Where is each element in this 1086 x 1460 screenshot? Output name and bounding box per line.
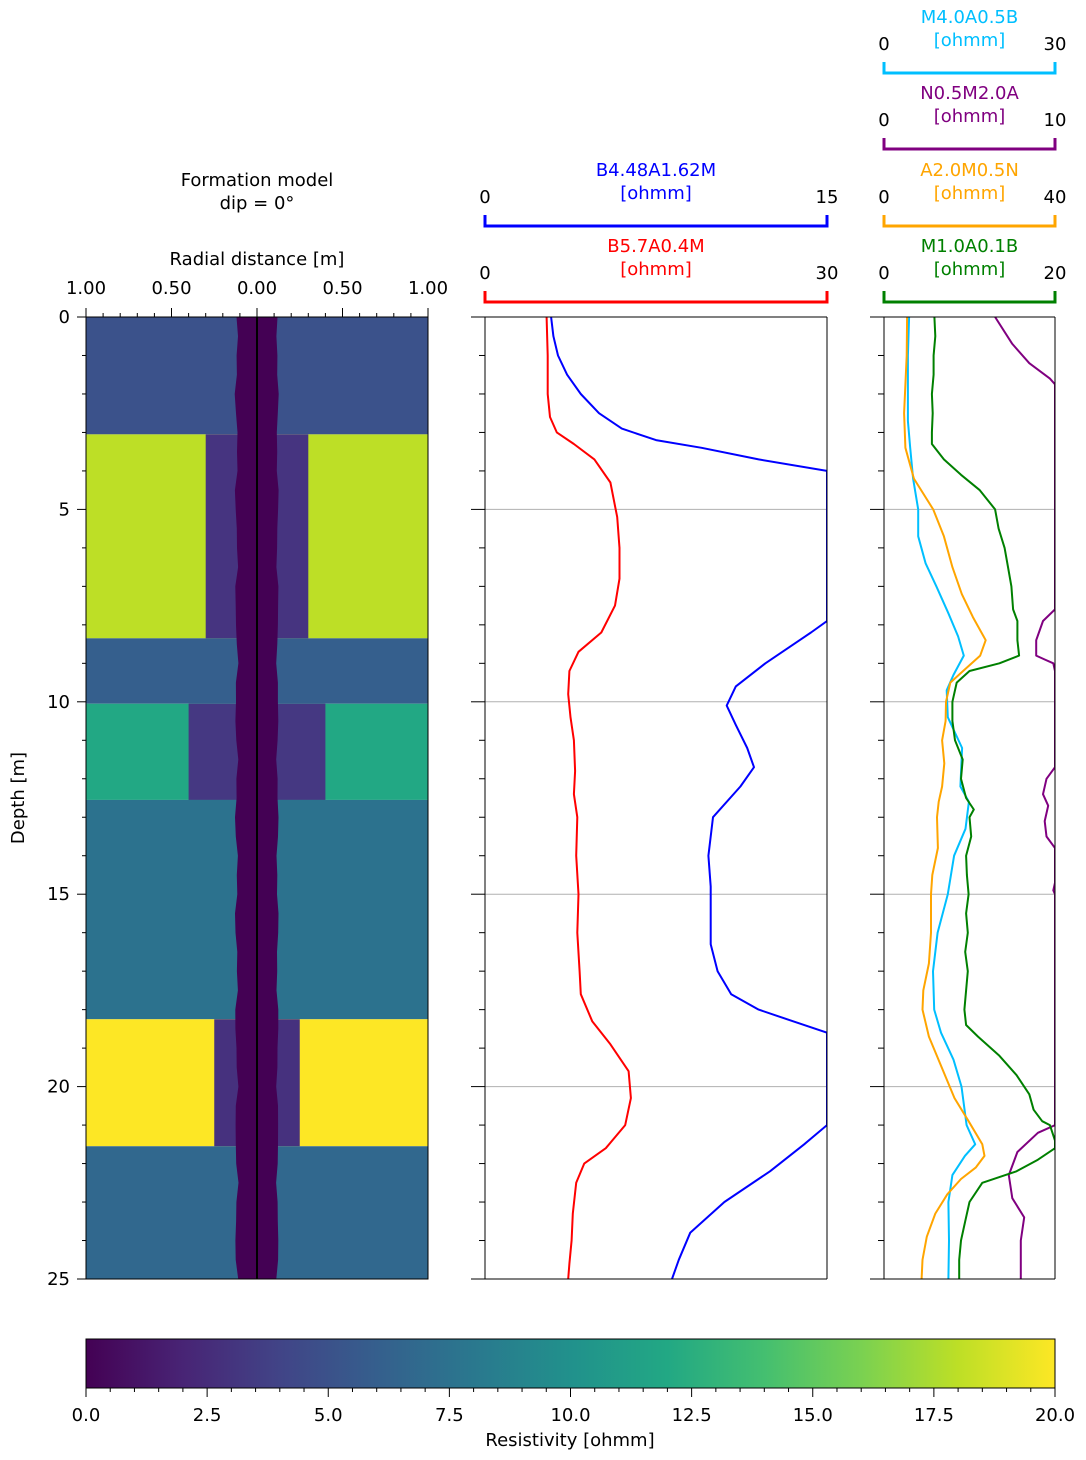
track2-scale-max-M1.0A0.1B: 20 — [1044, 263, 1067, 284]
track1-curves — [545, 316, 827, 1280]
track2-scale-max-M4.0A0.5B: 30 — [1044, 34, 1067, 55]
depth-axis-label: Depth [m] — [8, 752, 29, 844]
track2-series-name-N0.5M2.0A: N0.5M2.0A — [920, 83, 1019, 104]
track1-scale-max-B4.48A1.62M: 15 — [816, 187, 839, 208]
colorbar-tick-label-7: 17.5 — [914, 1405, 954, 1426]
track2-scale-bar-M4.0A0.5B — [882, 62, 1057, 75]
track1-curve-B5.7A0.4M — [545, 316, 632, 1280]
colorbar-tick-label-6: 15.0 — [793, 1405, 833, 1426]
track1-scale-bar-B5.7A0.4M — [483, 291, 829, 304]
depth-tick-label-1: 5 — [59, 499, 70, 520]
depth-tick-label-0: 0 — [59, 307, 70, 328]
track1-series-unit-B4.48A1.62M: [ohmm] — [620, 183, 692, 204]
depth-tick-label-5: 25 — [47, 1269, 70, 1290]
formation-title-line1: Formation model — [181, 170, 334, 191]
track2-curve-A2.0M0.5N — [903, 316, 987, 1280]
track2-series-unit-A2.0M0.5N: [ohmm] — [934, 183, 1006, 204]
track2-scale-min-M4.0A0.5B: 0 — [878, 34, 889, 55]
colorbar-tick-label-3: 7.5 — [435, 1405, 464, 1426]
track2-curve-M1.0A0.1B — [930, 316, 1055, 1279]
track1-curve-B4.48A1.62M — [550, 316, 827, 1280]
track2-scale-bar-M1.0A0.1B — [882, 291, 1057, 304]
colorbar-tick-label-4: 10.0 — [550, 1405, 590, 1426]
depth-tick-label-2: 10 — [47, 692, 70, 713]
track2-curve-M4.0A0.5B — [906, 316, 977, 1280]
formation-x-axis-label: Radial distance [m] — [170, 249, 345, 270]
track2-scale-min-N0.5M2.0A: 0 — [878, 110, 889, 131]
track2-series-unit-M4.0A0.5B: [ohmm] — [934, 30, 1006, 51]
track2-scale-min-A2.0M0.5N: 0 — [878, 187, 889, 208]
track2-curve-N0.5M2.0A — [994, 316, 1055, 1279]
colorbar-gradient — [85, 1338, 1056, 1389]
formation-x-tick-label-3: 0.50 — [322, 278, 362, 299]
colorbar-tick-label-1: 2.5 — [193, 1405, 222, 1426]
track1-series-unit-B5.7A0.4M: [ohmm] — [620, 259, 692, 280]
track1-scale-max-B5.7A0.4M: 30 — [816, 263, 839, 284]
depth-tick-label-3: 15 — [47, 884, 70, 905]
formation-x-tick-label-0: 1.00 — [66, 278, 106, 299]
track2-scale-max-A2.0M0.5N: 40 — [1044, 187, 1067, 208]
formation-x-tick-label-1: 0.50 — [151, 278, 191, 299]
track1-scale-bar-B4.48A1.62M — [483, 215, 829, 228]
depth-tick-label-4: 20 — [47, 1077, 70, 1098]
formation-x-tick-label-4: 1.00 — [408, 278, 448, 299]
track2-series-unit-N0.5M2.0A: [ohmm] — [934, 106, 1006, 127]
track2-series-name-M1.0A0.1B: M1.0A0.1B — [921, 236, 1018, 257]
track1-series-name-B5.7A0.4M: B5.7A0.4M — [607, 236, 704, 257]
track2-scale-max-N0.5M2.0A: 10 — [1044, 110, 1067, 131]
track1-series-name-B4.48A1.62M: B4.48A1.62M — [596, 160, 716, 181]
track1-scale-min-B4.48A1.62M: 0 — [479, 187, 490, 208]
formation-model-panel: Formation model dip = 0° Radial distance… — [8, 170, 448, 1290]
track2-scale-bar-A2.0M0.5N — [882, 215, 1057, 228]
track2-series-unit-M1.0A0.1B: [ohmm] — [934, 259, 1006, 280]
track2-series-name-M4.0A0.5B: M4.0A0.5B — [921, 7, 1018, 28]
track2-scale-bar-N0.5M2.0A — [882, 138, 1057, 151]
resistivity-colorbar: 0.0 2.5 5.0 7.5 10.0 12.5 15.0 17.5 20.0 Resisti… — [72, 1338, 1075, 1451]
formation-title-line2: dip = 0° — [220, 193, 295, 214]
colorbar-tick-label-0: 0.0 — [72, 1405, 101, 1426]
track1-scale-min-B5.7A0.4M: 0 — [479, 263, 490, 284]
colorbar-tick-label-5: 12.5 — [672, 1405, 712, 1426]
formation-x-tick-label-2: 0.00 — [237, 278, 277, 299]
track2-scale-min-M1.0A0.1B: 0 — [878, 263, 889, 284]
colorbar-label: Resistivity [ohmm] — [485, 1430, 654, 1451]
track2-series-name-A2.0M0.5N: A2.0M0.5N — [920, 160, 1019, 181]
colorbar-tick-label-2: 5.0 — [314, 1405, 343, 1426]
track2-curves — [903, 316, 1055, 1280]
colorbar-tick-label-8: 20.0 — [1035, 1405, 1075, 1426]
